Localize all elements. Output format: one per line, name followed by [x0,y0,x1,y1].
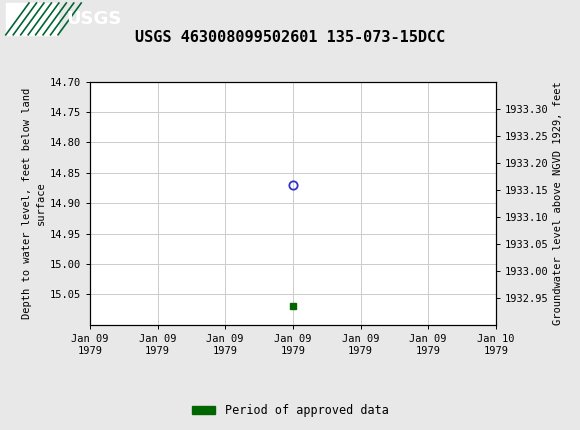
Legend: Period of approved data: Period of approved data [187,399,393,422]
Bar [6,3,58,35]
Text: USGS: USGS [67,10,122,28]
Y-axis label: Depth to water level, feet below land
surface: Depth to water level, feet below land su… [22,88,45,319]
Y-axis label: Groundwater level above NGVD 1929, feet: Groundwater level above NGVD 1929, feet [553,81,563,325]
Text: USGS 463008099502601 135-073-15DCC: USGS 463008099502601 135-073-15DCC [135,30,445,45]
